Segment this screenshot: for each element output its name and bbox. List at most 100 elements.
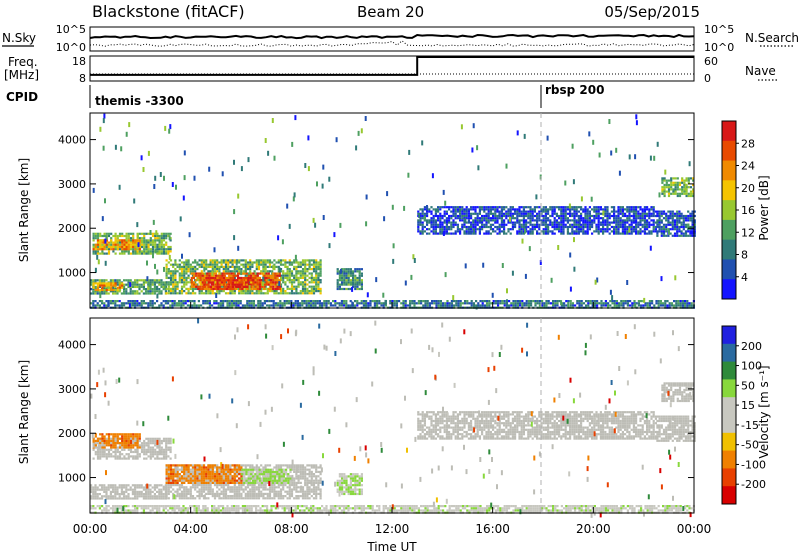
- data-cell: [354, 304, 356, 306]
- data-cell: [127, 300, 129, 302]
- data-cell: [115, 239, 117, 241]
- data-cell: [223, 261, 225, 263]
- data-cell: [674, 222, 676, 224]
- data-cell: [241, 288, 243, 290]
- scatter-point: [137, 234, 139, 239]
- data-cell: [558, 215, 560, 217]
- data-cell: [569, 213, 571, 215]
- data-cell: [547, 217, 549, 219]
- data-cell: [673, 300, 675, 302]
- scatter-point: [208, 167, 210, 172]
- data-cell: [93, 253, 95, 255]
- data-cell: [494, 206, 496, 208]
- data-cell: [94, 292, 96, 294]
- data-cell: [234, 268, 236, 270]
- data-cell: [249, 277, 251, 279]
- scatter-point: [424, 216, 426, 221]
- data-cell: [350, 268, 352, 270]
- data-cell: [165, 449, 167, 451]
- data-cell: [132, 497, 134, 499]
- data-cell: [92, 491, 94, 493]
- data-cell: [163, 300, 165, 302]
- data-cell: [246, 304, 248, 306]
- scatter-point: [289, 224, 291, 229]
- data-cell: [468, 230, 470, 232]
- data-cell: [649, 304, 651, 306]
- scatter-point: [152, 253, 154, 258]
- data-cell: [529, 213, 531, 215]
- data-cell: [405, 304, 407, 306]
- data-cell: [663, 228, 665, 230]
- data-cell: [207, 292, 209, 294]
- data-cell: [661, 188, 663, 190]
- data-cell: [629, 300, 631, 302]
- data-cell: [284, 275, 286, 277]
- data-cell: [177, 264, 179, 266]
- data-cell: [606, 219, 608, 221]
- data-cell: [215, 275, 217, 277]
- data-cell: [185, 279, 187, 281]
- data-cell: [225, 277, 227, 279]
- data-cell: [677, 195, 679, 197]
- data-cell: [582, 233, 584, 235]
- data-cell: [361, 288, 363, 290]
- data-cell: [152, 248, 154, 250]
- data-cell: [472, 206, 474, 208]
- data-cell: [174, 304, 176, 306]
- data-cell: [483, 219, 485, 221]
- data-cell: [148, 455, 150, 457]
- data-cell: [110, 239, 112, 241]
- scatter-point: [476, 305, 478, 310]
- data-cell: [518, 206, 520, 208]
- data-cell: [543, 217, 545, 219]
- data-cell: [227, 264, 229, 266]
- data-cell: [154, 288, 156, 290]
- data-cell: [104, 446, 106, 448]
- data-cell: [676, 228, 678, 230]
- data-cell: [655, 302, 657, 304]
- data-cell: [166, 266, 168, 268]
- data-cell: [479, 219, 481, 221]
- data-cell: [304, 261, 306, 263]
- data-cell: [145, 442, 147, 444]
- data-cell: [492, 219, 494, 221]
- data-cell: [222, 288, 224, 290]
- data-cell: [165, 451, 167, 453]
- data-cell: [678, 219, 680, 221]
- data-cell: [556, 224, 558, 226]
- data-cell: [677, 184, 679, 186]
- data-cell: [635, 213, 637, 215]
- data-cell: [529, 208, 531, 210]
- data-cell: [115, 253, 117, 255]
- data-cell: [181, 290, 183, 292]
- data-cell: [93, 239, 95, 241]
- data-cell: [554, 217, 556, 219]
- data-cell: [130, 300, 132, 302]
- data-cell: [97, 489, 99, 491]
- data-cell: [672, 226, 674, 228]
- data-cell: [94, 491, 96, 493]
- data-cell: [225, 292, 227, 294]
- data-cell: [427, 304, 429, 306]
- data-cell: [116, 486, 118, 488]
- data-cell: [287, 261, 289, 263]
- data-cell: [227, 261, 229, 263]
- data-cell: [101, 285, 103, 287]
- data-cell: [166, 270, 168, 272]
- data-cell: [573, 215, 575, 217]
- data-cell: [132, 433, 134, 435]
- data-cell: [199, 266, 201, 268]
- data-cell: [463, 213, 465, 215]
- data-cell: [119, 289, 121, 291]
- data-cell: [183, 264, 185, 266]
- data-cell: [527, 217, 529, 219]
- data-cell: [466, 206, 468, 208]
- data-cell: [125, 489, 127, 491]
- data-cell: [103, 486, 105, 488]
- data-cell: [119, 438, 121, 440]
- data-cell: [438, 300, 440, 302]
- data-cell: [141, 444, 143, 446]
- data-cell: [314, 300, 316, 302]
